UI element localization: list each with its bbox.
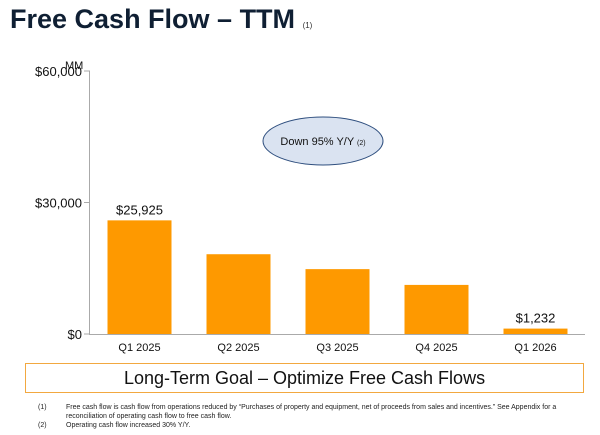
annotation-bubble: Down 95% Y/Y (2) bbox=[262, 116, 384, 166]
unit-label: MM bbox=[65, 60, 83, 72]
data-label: $1,232 bbox=[516, 311, 556, 326]
data-label-group: $25,925 $1,232 bbox=[116, 202, 555, 325]
x-tick-label: Q2 2025 bbox=[217, 342, 259, 354]
bar bbox=[503, 328, 568, 334]
annotation-footnote-ref: (2) bbox=[357, 140, 366, 147]
y-tick-label: $30,000 bbox=[35, 196, 82, 211]
footnotes: (1) Free cash flow is cash flow from ope… bbox=[38, 403, 598, 430]
x-tick-label: Q3 2025 bbox=[316, 342, 358, 354]
footnote-1: (1) Free cash flow is cash flow from ope… bbox=[38, 403, 598, 421]
fcf-bar-chart: MM $0 $30,000 $60,000 Q1 2025 Q2 2025 Q3 202… bbox=[35, 60, 585, 354]
annotation-main: Down 95% Y/Y bbox=[280, 136, 354, 148]
footnote-1-number: (1) bbox=[38, 404, 47, 411]
bar bbox=[107, 220, 172, 334]
y-tick-label: $60,000 bbox=[35, 64, 82, 79]
long-term-goal-box: Long-Term Goal – Optimize Free Cash Flow… bbox=[25, 363, 584, 393]
footnote-2-number: (2) bbox=[38, 422, 47, 429]
bar bbox=[206, 254, 271, 334]
long-term-goal-text: Long-Term Goal – Optimize Free Cash Flow… bbox=[123, 368, 486, 388]
y-tick-label: $0 bbox=[68, 327, 82, 342]
footnote-2-text: Operating cash flow increased 30% Y/Y. bbox=[66, 422, 191, 429]
x-label-group: Q1 2025 Q2 2025 Q3 2025 Q4 2025 Q1 2026 bbox=[118, 342, 556, 354]
page-title-text: Free Cash Flow – TTM bbox=[10, 4, 296, 34]
data-label: $25,925 bbox=[116, 202, 163, 217]
footnote-2: (2) Operating cash flow increased 30% Y/… bbox=[38, 421, 598, 430]
x-tick-label: Q1 2025 bbox=[118, 342, 160, 354]
x-tick-label: Q4 2025 bbox=[415, 342, 457, 354]
bar-group bbox=[107, 220, 568, 334]
page-title: Free Cash Flow – TTM (1) bbox=[10, 4, 312, 35]
bar bbox=[305, 269, 370, 334]
y-tick-group: $0 $30,000 $60,000 bbox=[35, 64, 90, 342]
bar bbox=[404, 284, 469, 334]
title-footnote-ref: (1) bbox=[302, 21, 313, 30]
footnote-1-text: Free cash flow is cash flow from operati… bbox=[66, 404, 557, 420]
x-tick-label: Q1 2026 bbox=[514, 342, 556, 354]
annotation-text: Down 95% Y/Y (2) bbox=[280, 136, 365, 148]
annotation-ellipse bbox=[262, 116, 384, 166]
